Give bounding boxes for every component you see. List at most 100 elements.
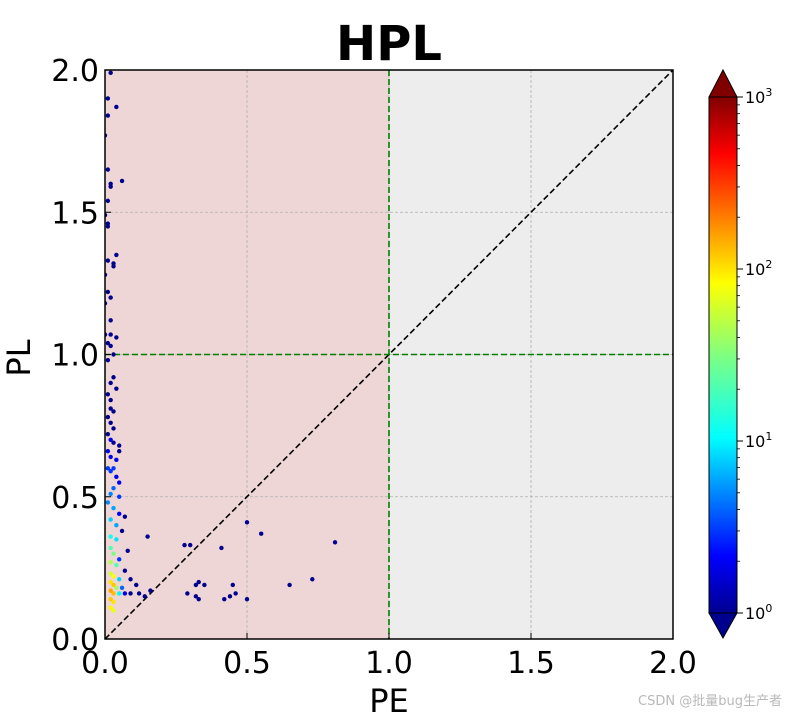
data-point <box>111 440 116 445</box>
data-point <box>108 534 113 539</box>
data-point <box>111 486 116 491</box>
data-point <box>105 357 111 363</box>
data-point <box>108 420 113 425</box>
y-tick-label: 0.5 <box>51 481 99 516</box>
data-point <box>108 517 113 522</box>
data-point <box>119 585 125 590</box>
data-point <box>111 599 116 605</box>
x-axis-label: PE <box>369 682 409 715</box>
data-point <box>222 596 227 602</box>
y-tick-label: 1.0 <box>51 339 99 374</box>
data-point <box>119 528 125 534</box>
data-point <box>230 582 235 588</box>
x-tick-label: 0.0 <box>81 646 129 681</box>
data-point <box>105 258 111 263</box>
data-point <box>310 577 315 582</box>
y-ticks: 0.0 0.5 1.0 1.5 2.0 <box>51 54 111 658</box>
colorbar: 100 101 102 103 <box>708 68 772 640</box>
data-point <box>105 289 111 295</box>
data-point <box>105 466 111 471</box>
data-point <box>122 591 128 596</box>
data-point <box>259 531 264 536</box>
data-point <box>117 480 122 485</box>
y-tick-label: 2.0 <box>51 54 99 89</box>
data-point <box>108 559 113 565</box>
data-point <box>111 426 116 431</box>
x-tick-label: 1.5 <box>507 646 555 681</box>
colorbar-extend-bottom <box>708 612 738 640</box>
data-point <box>105 414 111 420</box>
data-point <box>111 409 116 414</box>
colorbar-gradient <box>708 96 738 614</box>
data-point <box>105 340 111 346</box>
data-point <box>136 591 142 596</box>
data-point <box>111 375 116 380</box>
chart-title: HPL <box>336 16 442 72</box>
data-point <box>108 596 113 602</box>
data-point <box>105 96 111 101</box>
data-point <box>114 562 119 568</box>
reference-lines <box>105 70 673 639</box>
data-point <box>108 406 113 411</box>
data-point <box>196 579 201 585</box>
data-point <box>117 577 122 582</box>
data-point <box>332 540 338 545</box>
data-point <box>185 591 190 596</box>
data-point <box>108 491 113 497</box>
x-ticks: 0.0 0.5 1.0 1.5 2.0 <box>81 633 697 681</box>
data-point <box>111 574 116 579</box>
data-point <box>105 113 111 118</box>
data-point <box>122 568 128 573</box>
data-point <box>105 167 111 172</box>
data-point <box>114 537 119 542</box>
data-point <box>117 511 122 517</box>
data-point <box>114 252 119 258</box>
data-point <box>105 198 111 204</box>
data-point <box>108 437 113 443</box>
data-point <box>111 352 116 357</box>
x-tick-label: 1.0 <box>365 646 413 681</box>
data-point <box>219 545 224 551</box>
data-points <box>105 70 338 613</box>
data-point <box>111 591 116 596</box>
data-point <box>111 466 116 471</box>
data-point <box>233 591 238 596</box>
x-tick-label: 2.0 <box>649 646 697 681</box>
colorbar-tick-label: 101 <box>745 430 772 451</box>
data-point <box>114 474 119 480</box>
data-point <box>111 264 116 269</box>
colorbar-ticks: 100 101 102 103 <box>737 86 772 623</box>
data-point <box>193 582 199 588</box>
data-point <box>142 594 147 599</box>
data-point <box>105 449 111 454</box>
colorbar-tick-label: 103 <box>745 86 772 107</box>
data-point <box>111 582 116 588</box>
data-point <box>117 494 122 499</box>
data-point <box>108 380 113 386</box>
data-point <box>114 104 119 110</box>
data-point <box>114 585 119 590</box>
data-point <box>114 523 119 528</box>
data-point <box>105 500 111 505</box>
data-point <box>105 431 111 437</box>
data-point <box>108 605 113 610</box>
data-point <box>108 184 113 189</box>
y-tick-label: 1.5 <box>51 196 99 231</box>
data-point <box>105 224 111 229</box>
data-point <box>108 545 113 551</box>
data-point <box>111 551 116 556</box>
colorbar-tick-label: 102 <box>745 258 772 279</box>
data-point <box>244 596 250 602</box>
data-point <box>114 335 119 340</box>
data-point <box>108 295 113 300</box>
data-point <box>148 588 153 593</box>
data-point <box>117 449 122 454</box>
data-point <box>108 468 113 474</box>
data-point <box>117 591 122 596</box>
y-axis-label: PL <box>0 339 38 376</box>
data-point <box>108 454 113 460</box>
colorbar-tick-label: 100 <box>745 602 772 623</box>
data-point <box>108 70 113 76</box>
data-point <box>114 386 119 391</box>
